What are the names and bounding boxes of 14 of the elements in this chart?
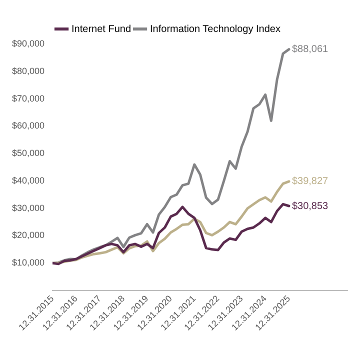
y-tick-label: $10,000 bbox=[12, 258, 45, 268]
y-tick-label: $50,000 bbox=[12, 148, 45, 158]
data-label: $39,827 bbox=[292, 176, 329, 188]
y-tick-label: $80,000 bbox=[12, 66, 45, 76]
y-tick-label: $20,000 bbox=[12, 230, 45, 240]
y-tick-label: $30,000 bbox=[12, 202, 45, 213]
legend-label: Information Technology Index bbox=[150, 24, 280, 35]
data-label: $88,061 bbox=[292, 44, 329, 56]
y-tick-label: $40,000 bbox=[12, 175, 45, 186]
y-tick-label: $90,000 bbox=[12, 38, 45, 48]
data-label: $30,853 bbox=[292, 200, 329, 212]
y-tick-label: $70,000 bbox=[12, 93, 45, 104]
legend-label: Internet Fund bbox=[72, 24, 132, 35]
y-tick-label: $60,000 bbox=[12, 120, 45, 131]
